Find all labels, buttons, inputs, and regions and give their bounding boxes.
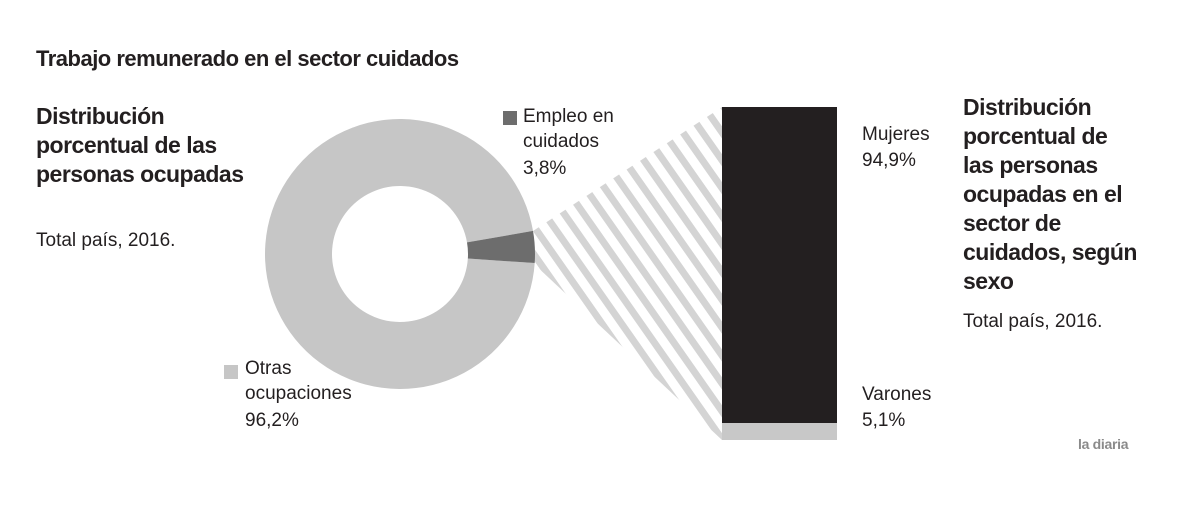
donut-slice	[264, 118, 535, 389]
bar-segment	[722, 107, 837, 424]
connector-hatch	[533, 107, 722, 440]
segment-label: Varones	[862, 384, 932, 405]
chart-title: Distribución porcentual de las personas …	[963, 94, 1137, 294]
slice-label: Otras ocupaciones	[245, 358, 352, 404]
chart-title: Distribución porcentual de las personas …	[36, 103, 244, 187]
chart-subtitle: Total país, 2016.	[963, 311, 1103, 332]
source: la diaria	[1078, 436, 1129, 452]
value-label: 94,9%	[862, 150, 916, 171]
legend-swatch	[503, 111, 517, 125]
bar-segment	[722, 423, 837, 440]
page-title: Trabajo remunerado en el sector cuidados	[36, 46, 459, 71]
donut-slice	[466, 230, 535, 264]
chart-subtitle: Total país, 2016.	[36, 230, 176, 251]
value-label: 3,8%	[523, 158, 567, 179]
segment-label: Mujeres	[862, 124, 930, 145]
value-label: 5,1%	[862, 410, 906, 431]
slice-label: Empleo en cuidados	[523, 106, 614, 152]
marks	[224, 107, 837, 440]
value-label: 96,2%	[245, 410, 299, 431]
legend-swatch	[224, 365, 238, 379]
